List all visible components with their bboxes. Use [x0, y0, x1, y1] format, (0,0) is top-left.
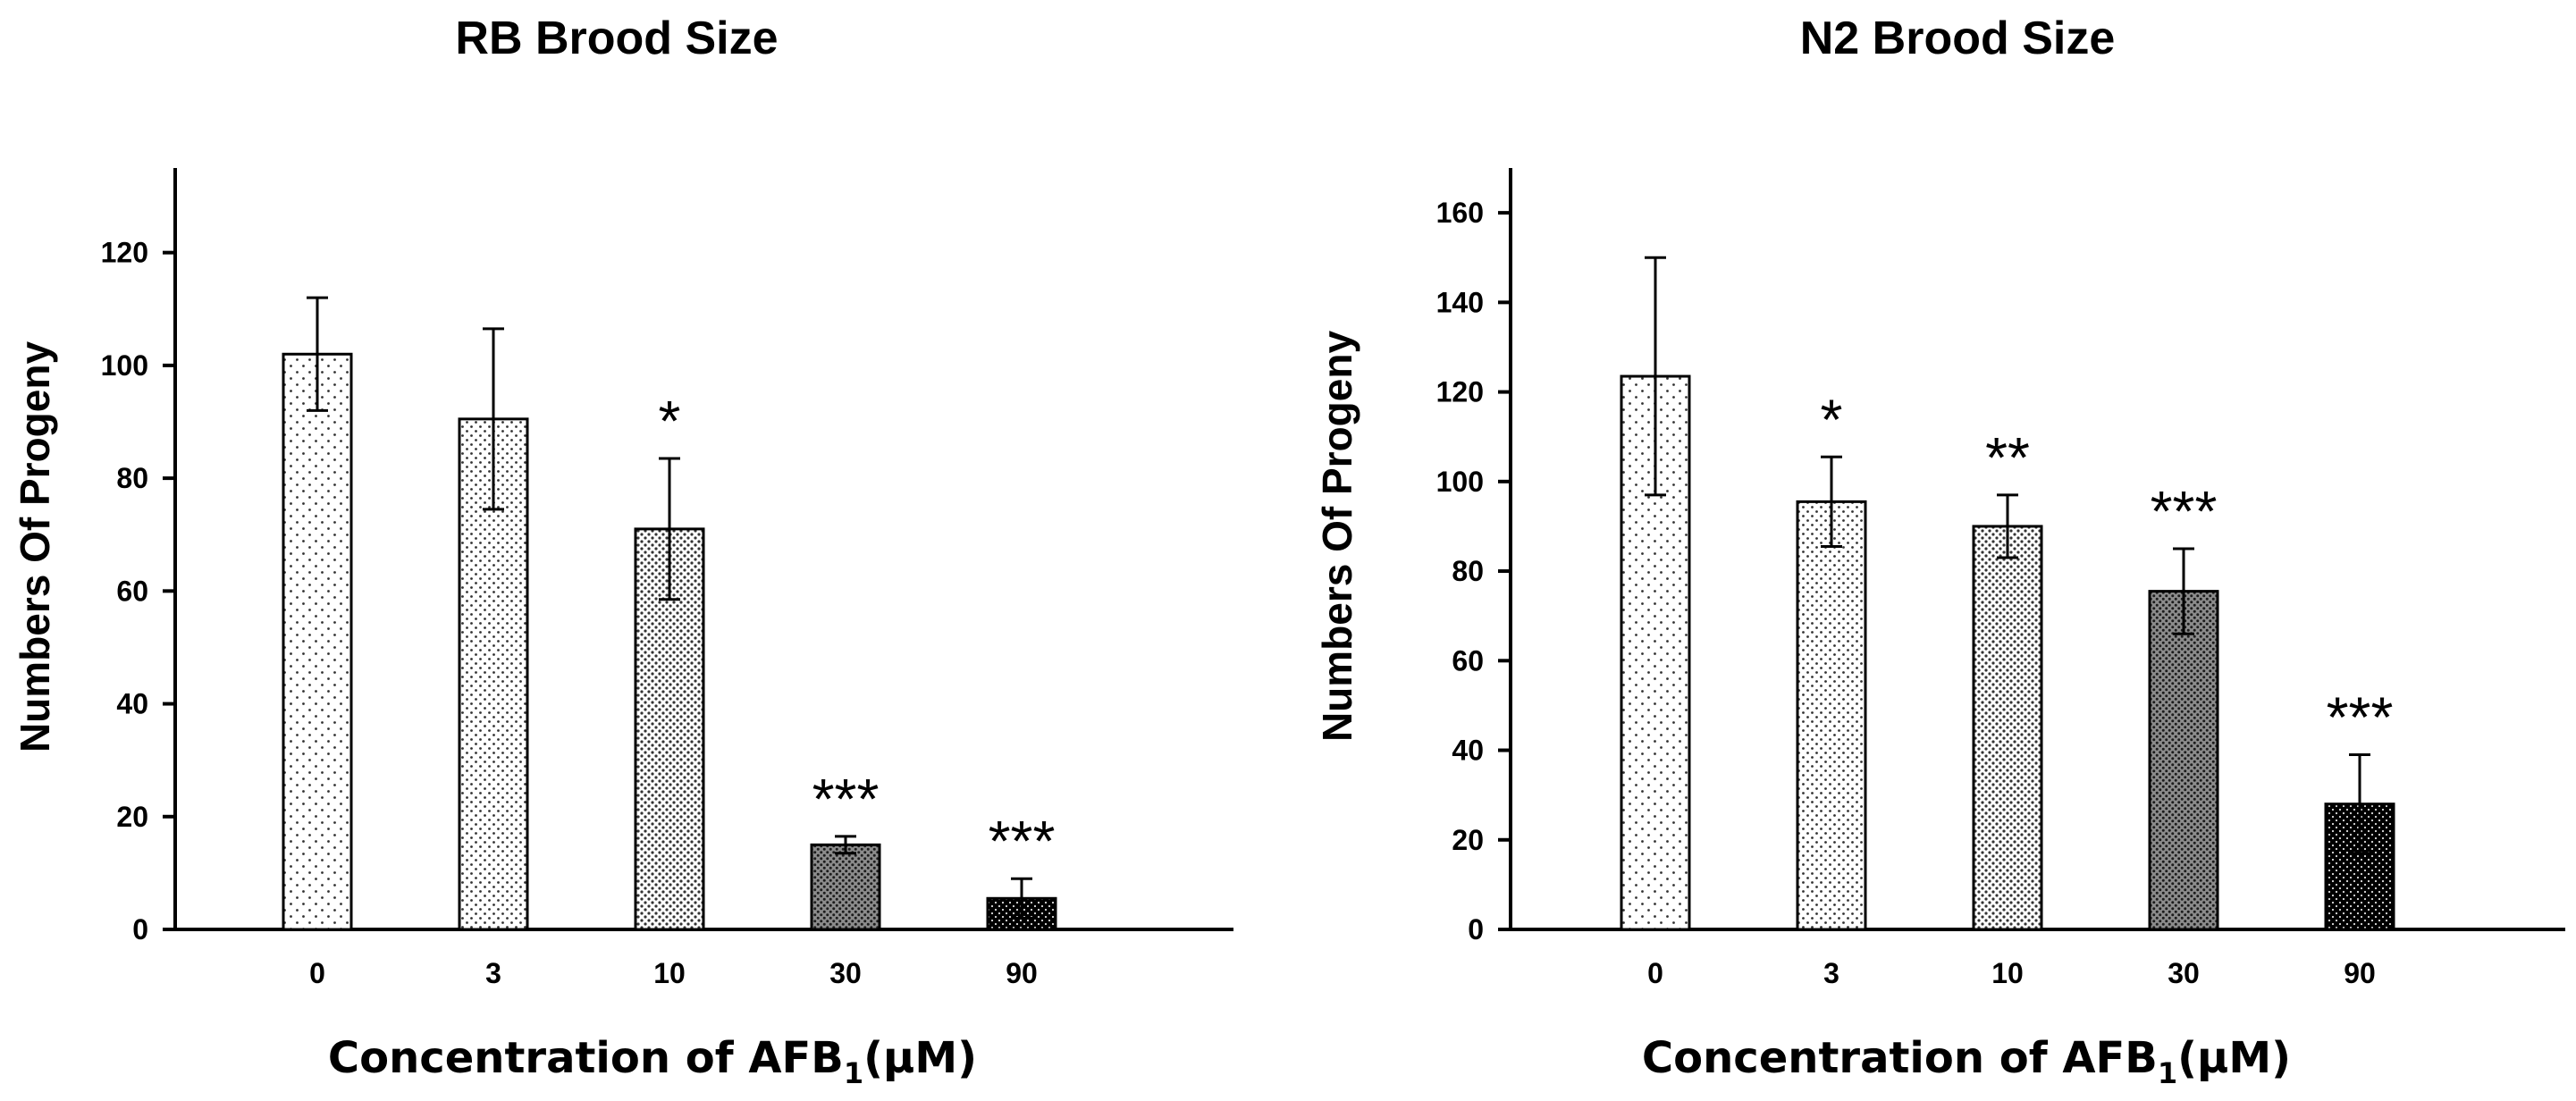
- significance-marker: **: [1985, 425, 2030, 490]
- bar: [1972, 525, 2043, 931]
- x-axis-title: Concentration of AFB1(μM): [328, 1033, 977, 1090]
- y-tick-label: 120: [1436, 376, 1484, 408]
- x-tick-label: 0: [1647, 957, 1663, 989]
- x-tick-label: 10: [1991, 957, 2024, 989]
- significance-marker: ***: [2327, 685, 2394, 750]
- y-tick-label: 160: [1436, 197, 1484, 229]
- chart-panel-2: N2 Brood Size020406080100120140160Number…: [1314, 13, 2565, 1090]
- y-tick-label: 20: [116, 801, 148, 833]
- significance-marker: *: [1821, 387, 1843, 451]
- significance-marker: ***: [989, 809, 1056, 873]
- y-tick-label: 140: [1436, 286, 1484, 318]
- y-tick-label: 40: [116, 688, 148, 720]
- bar: [810, 843, 881, 931]
- chart-title: N2 Brood Size: [1800, 13, 2116, 64]
- y-tick-label: 100: [101, 349, 148, 382]
- x-tick-label: 30: [829, 957, 862, 989]
- bar: [2148, 590, 2219, 931]
- x-tick-label: 10: [653, 957, 686, 989]
- x-tick-label: 90: [2344, 957, 2376, 989]
- bar: [1796, 500, 1867, 931]
- x-axis-title: Concentration of AFB1(μM): [1642, 1033, 2291, 1090]
- y-axis-title: Numbers Of Progeny: [1314, 331, 1360, 743]
- y-tick-label: 120: [101, 237, 148, 269]
- y-tick-label: 100: [1436, 466, 1484, 498]
- chart-title: RB Brood Size: [455, 13, 778, 64]
- significance-marker: *: [659, 389, 681, 453]
- x-tick-label: 3: [1823, 957, 1839, 989]
- x-tick-label: 0: [309, 957, 325, 989]
- significance-marker: ***: [2151, 479, 2218, 543]
- y-axis-title: Numbers Of Progeny: [12, 341, 58, 753]
- y-tick-label: 60: [116, 575, 148, 607]
- x-tick-label: 90: [1006, 957, 1038, 989]
- y-tick-label: 20: [1452, 824, 1484, 856]
- x-tick-label: 3: [485, 957, 501, 989]
- y-tick-label: 60: [1452, 644, 1484, 677]
- y-tick-label: 0: [132, 913, 148, 946]
- y-tick-label: 80: [1452, 555, 1484, 587]
- y-tick-label: 80: [116, 462, 148, 494]
- bar: [282, 352, 353, 931]
- y-tick-label: 0: [1468, 913, 1484, 946]
- y-tick-label: 40: [1452, 735, 1484, 767]
- x-tick-label: 30: [2168, 957, 2200, 989]
- significance-marker: ***: [812, 767, 880, 831]
